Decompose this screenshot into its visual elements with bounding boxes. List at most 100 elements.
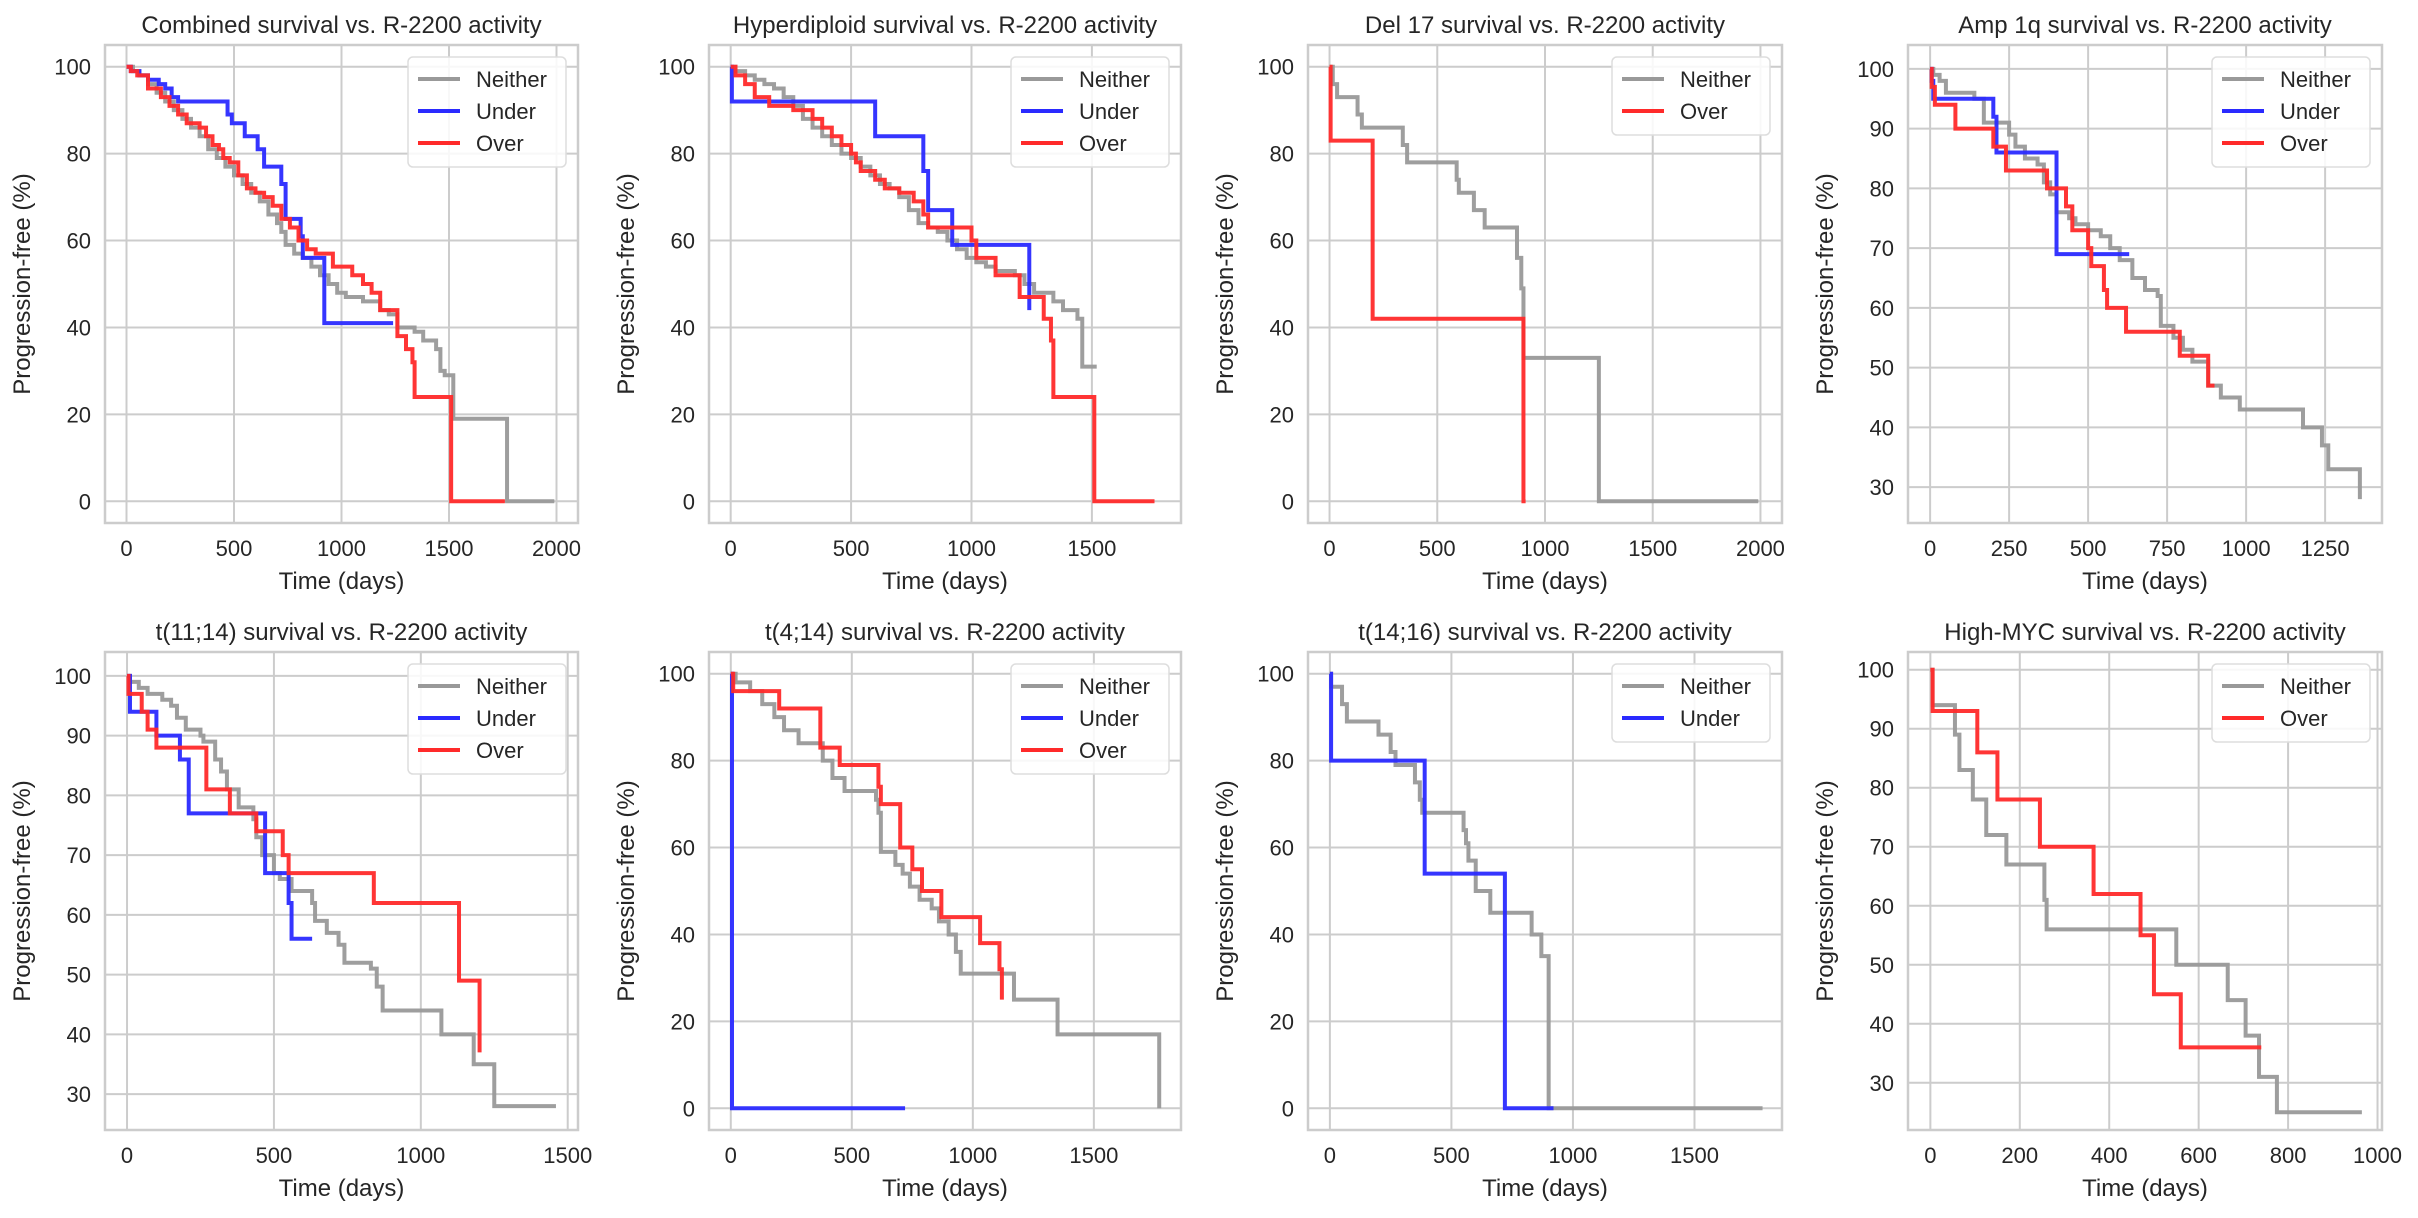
- legend-label-over: Over: [2280, 706, 2328, 731]
- x-axis-label: Time (days): [882, 568, 1008, 595]
- y-tick-label: 40: [671, 315, 695, 340]
- y-tick-label: 40: [67, 1022, 91, 1047]
- legend-box: [1611, 663, 1771, 743]
- x-tick-label: 0: [725, 1143, 737, 1168]
- y-tick-label: 20: [671, 402, 695, 427]
- legend-label-neither: Neither: [2280, 67, 2351, 92]
- y-tick-label: 30: [1870, 1071, 1894, 1096]
- x-tick-label: 1000: [1548, 1143, 1597, 1168]
- x-tick-label: 600: [2180, 1143, 2217, 1168]
- y-tick-label: 80: [671, 142, 695, 167]
- legend-label-neither: Neither: [1680, 674, 1751, 699]
- x-tick-label: 500: [216, 536, 253, 561]
- plot-frame: [1306, 650, 1784, 1132]
- y-axis-label: Progression-free (%): [9, 780, 36, 1001]
- y-tick-label: 80: [1270, 142, 1294, 167]
- y-tick-label: 60: [1870, 894, 1894, 919]
- chart-panel-1: 0 500 1000 1500 2000 0 20 40 60 80 100 Time (days) P…: [9, 12, 581, 595]
- x-tick-label: 0: [1323, 536, 1335, 561]
- y-tick-label: 50: [67, 963, 91, 988]
- x-tick-label: 1250: [2301, 536, 2350, 561]
- y-tick-label: 0: [1282, 1096, 1294, 1121]
- legend: Neither Over: [1611, 56, 1771, 136]
- x-tick-label: 0: [1924, 536, 1936, 561]
- y-tick-label: 60: [1870, 296, 1894, 321]
- y-tick-label: 90: [1870, 117, 1894, 142]
- y-tick-label: 50: [1870, 953, 1894, 978]
- legend: Neither Under: [1611, 663, 1771, 743]
- legend: Neither Under Over: [407, 56, 567, 168]
- chart-title: Del 17 survival vs. R-2200 activity: [1365, 12, 1725, 39]
- y-tick-label: 100: [1857, 658, 1894, 683]
- y-axis-label: Progression-free (%): [1812, 173, 1839, 394]
- chart-title: High-MYC survival vs. R-2200 activity: [1944, 619, 2345, 646]
- x-tick-label: 500: [833, 536, 870, 561]
- y-tick-label: 0: [683, 489, 695, 514]
- legend-box: [2211, 663, 2371, 743]
- y-tick-label: 90: [1870, 717, 1894, 742]
- chart-title: Amp 1q survival vs. R-2200 activity: [1958, 12, 2331, 39]
- series-line-neither: [730, 671, 1162, 1109]
- x-tick-label: 0: [1324, 1143, 1336, 1168]
- y-axis-label: Progression-free (%): [1212, 173, 1239, 394]
- series-line-over: [126, 64, 505, 504]
- series-line-over: [1328, 64, 1526, 504]
- x-tick-label: 1000: [1521, 536, 1570, 561]
- legend: Neither Under Over: [2211, 56, 2371, 168]
- x-tick-label: 500: [833, 1143, 870, 1168]
- y-tick-label: 20: [1270, 1009, 1294, 1034]
- series-line-over: [1929, 66, 2215, 388]
- legend-box: [1611, 56, 1771, 136]
- y-tick-label: 30: [1870, 475, 1894, 500]
- x-tick-label: 1000: [2222, 536, 2271, 561]
- chart-title: Hyperdiploid survival vs. R-2200 activit…: [733, 12, 1157, 39]
- x-axis-label: Time (days): [279, 1175, 405, 1202]
- plot-frame: [1906, 43, 2384, 525]
- chart-panel-4: 0 250 500 750 1000 1250 30 40 50 60 70 80 90 100 Time …: [1812, 12, 2384, 595]
- series-line-over: [1930, 667, 2262, 1050]
- legend: Neither Under Over: [1010, 663, 1170, 775]
- y-tick-label: 80: [1870, 176, 1894, 201]
- x-axis-label: Time (days): [882, 1175, 1008, 1202]
- y-tick-label: 100: [1257, 662, 1294, 687]
- legend-label-over: Over: [1079, 738, 1127, 763]
- x-axis-label: Time (days): [2082, 568, 2208, 595]
- legend-label-neither: Neither: [476, 67, 547, 92]
- y-tick-label: 60: [67, 903, 91, 928]
- chart-panel-8: 0 200 400 600 800 1000 30 40 50 60 70 80 90 100 Time (…: [1812, 619, 2402, 1202]
- plot-frame: [1906, 650, 2384, 1132]
- legend-label-over: Over: [1680, 99, 1728, 124]
- y-axis-label: Progression-free (%): [1812, 780, 1839, 1001]
- x-tick-label: 0: [1924, 1143, 1936, 1168]
- y-tick-label: 20: [67, 402, 91, 427]
- y-tick-label: 40: [671, 922, 695, 947]
- y-tick-label: 40: [67, 315, 91, 340]
- series-line-over: [126, 673, 482, 1053]
- y-tick-label: 80: [67, 783, 91, 808]
- x-tick-label: 1000: [948, 1143, 997, 1168]
- x-tick-label: 0: [725, 536, 737, 561]
- plot-frame: [103, 650, 580, 1132]
- legend-label-over: Over: [1079, 131, 1127, 156]
- y-tick-label: 100: [1857, 57, 1894, 82]
- y-axis-label: Progression-free (%): [613, 780, 640, 1001]
- chart-panel-7: 0 500 1000 1500 0 20 40 60 80 100 Time (days) Progr…: [1212, 619, 1784, 1202]
- legend-box: [1010, 663, 1170, 775]
- x-tick-label: 1000: [2353, 1143, 2402, 1168]
- legend: Neither Under Over: [407, 663, 567, 775]
- y-tick-label: 40: [1870, 415, 1894, 440]
- legend-box: [2211, 56, 2371, 168]
- y-tick-label: 100: [658, 55, 695, 80]
- y-tick-label: 80: [1870, 776, 1894, 801]
- legend-label-neither: Neither: [1079, 674, 1150, 699]
- x-tick-label: 1000: [947, 536, 996, 561]
- x-axis-label: Time (days): [1482, 568, 1608, 595]
- series-line-neither: [1329, 671, 1763, 1111]
- y-tick-label: 0: [1282, 489, 1294, 514]
- x-tick-label: 1500: [1067, 536, 1116, 561]
- y-tick-label: 20: [671, 1009, 695, 1034]
- legend-label-under: Under: [1680, 706, 1740, 731]
- x-tick-label: 750: [2149, 536, 2186, 561]
- legend-box: [407, 663, 567, 775]
- y-tick-label: 100: [658, 662, 695, 687]
